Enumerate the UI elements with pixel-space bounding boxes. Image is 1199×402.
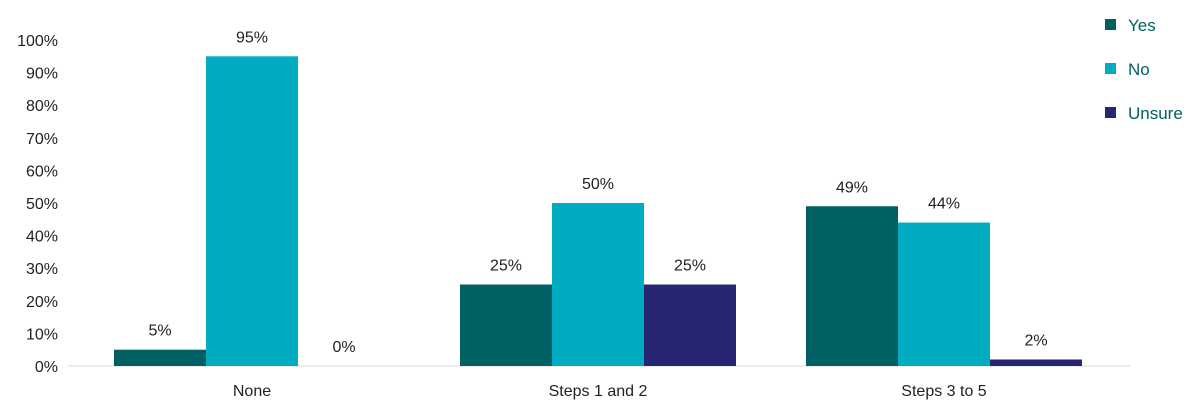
y-tick-label-10: 10% — [26, 326, 58, 343]
legend-swatch-no — [1105, 63, 1116, 74]
y-tick-label-70: 70% — [26, 131, 58, 148]
data-label-yes-none: 5% — [148, 323, 171, 340]
x-tick-label-steps-1-and-2: Steps 1 and 2 — [549, 383, 648, 400]
bar-yes-steps-3-to-5 — [806, 206, 898, 366]
bar-yes-none — [114, 349, 206, 366]
legend-label-unsure: Unsure — [1128, 104, 1183, 123]
y-tick-label-90: 90% — [26, 66, 58, 83]
x-axis-ticks: None Steps 1 and 2 Steps 3 to 5 — [233, 383, 987, 400]
bar-unsure-steps-3-to-5 — [990, 359, 1082, 366]
bar-no-steps-3-to-5 — [898, 222, 990, 366]
bar-yes-steps-1-and-2 — [460, 284, 552, 366]
data-label-no-none: 95% — [236, 29, 268, 46]
y-axis-ticks: 0% 10% 20% 30% 40% 50% 60% 70% 80% 90% 100% — [17, 33, 58, 376]
y-tick-label-20: 20% — [26, 294, 58, 311]
y-tick-label-50: 50% — [26, 196, 58, 213]
y-tick-label-30: 30% — [26, 261, 58, 278]
y-tick-label-80: 80% — [26, 98, 58, 115]
y-tick-label-100: 100% — [17, 33, 58, 50]
legend-swatch-yes — [1105, 19, 1116, 30]
x-tick-label-steps-3-to-5: Steps 3 to 5 — [901, 383, 986, 400]
bar-series — [114, 56, 1082, 367]
data-label-no-steps-1-and-2: 50% — [582, 176, 614, 193]
bar-no-steps-1-and-2 — [552, 203, 644, 366]
bar-unsure-steps-1-and-2 — [644, 284, 736, 366]
data-labels: 5% 95% 0% 25% 50% 25% 49% 44% 2% — [148, 29, 1047, 356]
data-label-yes-steps-3-to-5: 49% — [836, 179, 868, 196]
data-label-unsure-steps-1-and-2: 25% — [674, 258, 706, 275]
x-tick-label-none: None — [233, 383, 271, 400]
legend-label-yes: Yes — [1128, 16, 1156, 35]
y-tick-label-40: 40% — [26, 229, 58, 246]
data-label-unsure-none: 0% — [332, 339, 355, 356]
legend-label-no: No — [1128, 60, 1150, 79]
data-label-unsure-steps-3-to-5: 2% — [1024, 332, 1047, 349]
y-tick-label-0: 0% — [35, 359, 58, 376]
legend: Yes No Unsure — [1105, 16, 1183, 123]
bar-no-none — [206, 56, 298, 367]
data-label-no-steps-3-to-5: 44% — [928, 196, 960, 213]
data-label-yes-steps-1-and-2: 25% — [490, 258, 522, 275]
legend-swatch-unsure — [1105, 107, 1116, 118]
y-tick-label-60: 60% — [26, 163, 58, 180]
